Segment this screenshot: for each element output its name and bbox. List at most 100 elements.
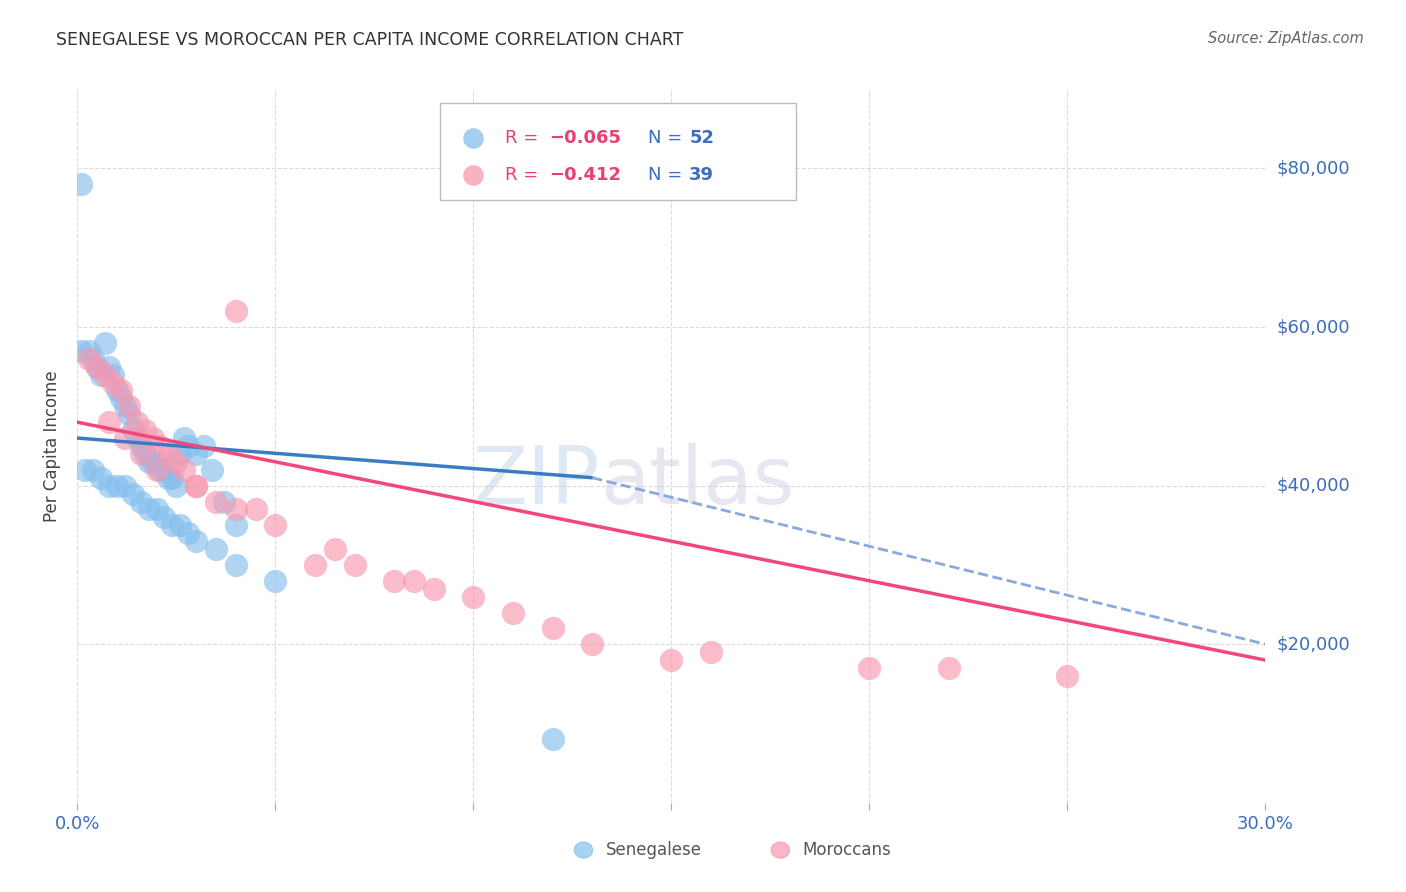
Point bbox=[186, 447, 208, 461]
Text: ZIP: ZIP bbox=[472, 442, 600, 521]
Point bbox=[225, 304, 247, 318]
Point bbox=[90, 368, 112, 382]
Point bbox=[186, 478, 208, 492]
Text: SENEGALESE VS MOROCCAN PER CAPITA INCOME CORRELATION CHART: SENEGALESE VS MOROCCAN PER CAPITA INCOME… bbox=[56, 31, 683, 49]
Text: −0.412: −0.412 bbox=[548, 166, 621, 184]
Text: $60,000: $60,000 bbox=[1277, 318, 1350, 336]
Point bbox=[82, 463, 104, 477]
Point bbox=[700, 645, 723, 659]
Point bbox=[169, 518, 191, 533]
Text: $80,000: $80,000 bbox=[1277, 160, 1350, 178]
Point bbox=[157, 471, 180, 485]
Point bbox=[225, 502, 247, 516]
Y-axis label: Per Capita Income: Per Capita Income bbox=[44, 370, 62, 522]
Point bbox=[1385, 796, 1406, 810]
Point bbox=[162, 518, 184, 533]
Point bbox=[343, 558, 366, 572]
Point bbox=[541, 732, 564, 747]
Point bbox=[110, 392, 132, 406]
Point bbox=[402, 574, 425, 588]
Point bbox=[77, 343, 100, 358]
Point bbox=[169, 447, 191, 461]
Point bbox=[121, 486, 143, 500]
Point bbox=[212, 494, 235, 508]
Point bbox=[173, 463, 195, 477]
Point bbox=[105, 478, 128, 492]
Point bbox=[162, 471, 184, 485]
Text: N =: N = bbox=[648, 128, 688, 146]
Point bbox=[225, 558, 247, 572]
Point bbox=[98, 415, 121, 429]
Text: −0.065: −0.065 bbox=[548, 128, 621, 146]
Point bbox=[134, 447, 156, 461]
Point bbox=[114, 478, 136, 492]
Point bbox=[581, 637, 603, 651]
Point bbox=[118, 407, 141, 421]
Point bbox=[145, 455, 167, 469]
Point bbox=[177, 526, 200, 541]
Point bbox=[77, 351, 100, 366]
Point bbox=[134, 423, 156, 437]
Text: $40,000: $40,000 bbox=[1277, 476, 1350, 495]
Point bbox=[145, 463, 167, 477]
Point bbox=[157, 447, 180, 461]
Text: Moroccans: Moroccans bbox=[803, 841, 891, 859]
Point bbox=[858, 661, 880, 675]
Point bbox=[186, 478, 208, 492]
Point bbox=[138, 455, 160, 469]
Point bbox=[121, 423, 143, 437]
Point bbox=[125, 415, 148, 429]
Point bbox=[70, 178, 93, 192]
Point bbox=[382, 574, 405, 588]
Point bbox=[186, 534, 208, 549]
Point bbox=[138, 502, 160, 516]
Point bbox=[205, 494, 228, 508]
Point bbox=[98, 478, 121, 492]
Point bbox=[502, 606, 524, 620]
Point bbox=[1056, 669, 1078, 683]
Point bbox=[94, 335, 117, 350]
Point bbox=[110, 384, 132, 398]
Text: $20,000: $20,000 bbox=[1277, 635, 1350, 653]
Point bbox=[193, 439, 215, 453]
FancyBboxPatch shape bbox=[440, 103, 796, 200]
Text: 39: 39 bbox=[689, 166, 714, 184]
Point bbox=[129, 447, 152, 461]
Point bbox=[82, 351, 104, 366]
Point bbox=[114, 431, 136, 445]
Point bbox=[90, 471, 112, 485]
Point bbox=[105, 384, 128, 398]
Point bbox=[70, 343, 93, 358]
Point bbox=[86, 359, 108, 374]
Point bbox=[94, 368, 117, 382]
Point bbox=[101, 376, 124, 390]
Text: Senegalese: Senegalese bbox=[606, 841, 702, 859]
Text: Source: ZipAtlas.com: Source: ZipAtlas.com bbox=[1208, 31, 1364, 46]
Point bbox=[142, 431, 165, 445]
Point bbox=[118, 400, 141, 414]
Point bbox=[98, 359, 121, 374]
Text: 52: 52 bbox=[689, 128, 714, 146]
Point bbox=[463, 590, 485, 604]
Point bbox=[153, 510, 176, 524]
Point bbox=[125, 431, 148, 445]
Point bbox=[177, 439, 200, 453]
Point bbox=[173, 431, 195, 445]
Point bbox=[165, 478, 187, 492]
Text: R =: R = bbox=[505, 128, 544, 146]
Point bbox=[149, 463, 172, 477]
Point bbox=[114, 400, 136, 414]
Point bbox=[245, 502, 267, 516]
Point bbox=[264, 574, 287, 588]
Point bbox=[129, 494, 152, 508]
Text: N =: N = bbox=[648, 166, 688, 184]
Point bbox=[323, 542, 346, 557]
Point bbox=[541, 621, 564, 635]
Point bbox=[129, 439, 152, 453]
Text: R =: R = bbox=[505, 166, 544, 184]
Point bbox=[661, 653, 683, 667]
Point bbox=[264, 518, 287, 533]
Point bbox=[423, 582, 446, 596]
Point bbox=[153, 463, 176, 477]
Point bbox=[142, 455, 165, 469]
